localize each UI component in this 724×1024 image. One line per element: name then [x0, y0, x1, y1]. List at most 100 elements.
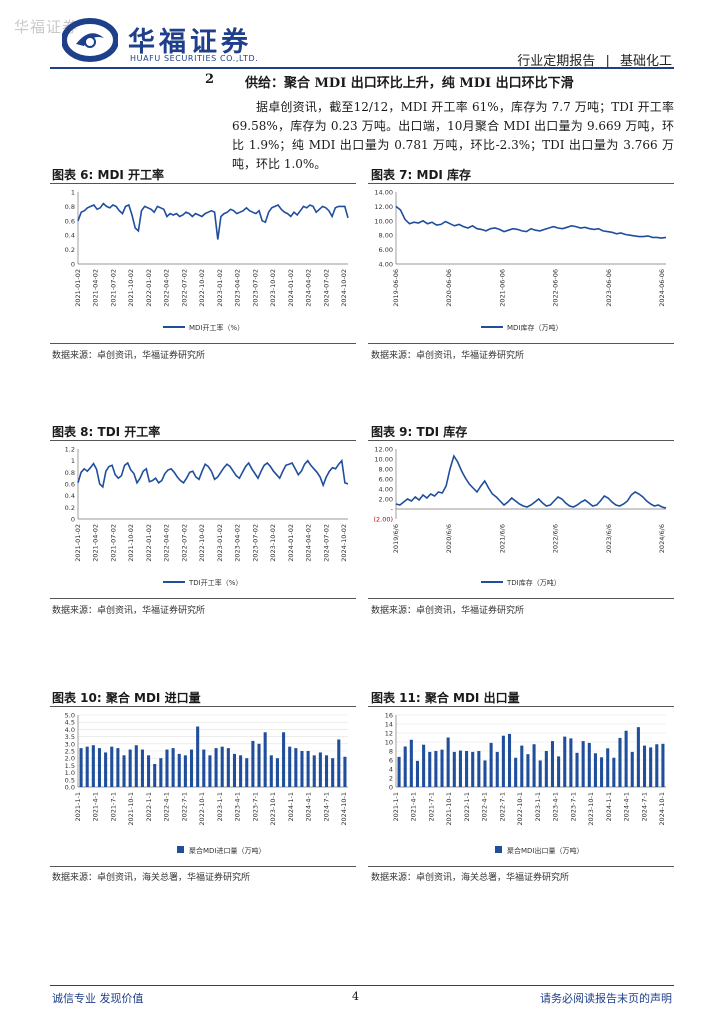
bar	[251, 740, 255, 787]
y-tick-label: 4.5	[65, 719, 75, 727]
bar	[581, 741, 585, 787]
fig11-source: 数据来源：卓创资讯，海关总署，华福证券研究所	[371, 873, 570, 883]
watermark: 华福证券	[14, 18, 79, 36]
x-tick-label: 2021-07-02	[109, 269, 117, 307]
fig6-top-rule	[50, 183, 356, 184]
legend-swatch	[177, 846, 184, 853]
bar	[147, 755, 151, 787]
fig7-title: 图表 7: MDI 库存	[371, 168, 472, 182]
bar	[294, 748, 298, 787]
bar	[563, 736, 567, 787]
y-tick-label: 1	[71, 457, 75, 465]
y-tick-label: 6.00	[379, 246, 393, 254]
fig11-title: 图表 11: 聚合 MDI 出口量	[371, 691, 520, 705]
x-tick-label: 2022-7-1	[180, 792, 188, 822]
bar	[196, 726, 200, 787]
x-tick-label: 2022-04-02	[163, 269, 171, 307]
legend-label: MDI库存（万吨）	[507, 323, 563, 332]
bar	[483, 760, 487, 787]
x-tick-label: 2021-01-02	[74, 269, 82, 307]
bar	[153, 763, 157, 787]
x-tick-label: 2024-04-02	[305, 269, 313, 307]
fig8-source: 数据来源：卓创资讯，华福证券研究所	[52, 606, 206, 616]
header-rule	[50, 67, 674, 69]
bar	[288, 746, 292, 787]
series-line	[395, 205, 667, 239]
x-tick-label: 2022/6/6	[552, 524, 560, 553]
bar	[226, 748, 230, 787]
bar	[458, 750, 462, 787]
x-tick-label: 2022-1-1	[145, 792, 153, 822]
bar	[600, 757, 604, 787]
x-tick-label: 2022-07-02	[180, 524, 188, 562]
y-tick-label: 5.0	[65, 712, 75, 720]
y-tick-label: 0.6	[65, 481, 75, 489]
bar	[649, 747, 653, 787]
x-tick-label: 2022-10-02	[198, 524, 206, 562]
y-tick-label: 0.4	[65, 492, 75, 500]
bar	[263, 732, 267, 787]
bar	[312, 755, 316, 787]
chart-mdi-operating-rate: 0 0.2 0.4 0.6 0.8 1 2021-01-02 2021-04-02 2021-0…	[65, 189, 349, 332]
huafu-logo-icon	[62, 18, 118, 62]
bar	[618, 737, 622, 787]
x-tick-label: 2024-10-1	[340, 792, 348, 826]
bar	[415, 760, 420, 787]
footer-disclaimer: 请务必阅读报告末页的声明	[540, 992, 672, 1005]
y-tick-label: 14.00	[374, 189, 393, 197]
chart-tdi-inventory: (2.00) - 2.00 4.00 6.00 8.00 10.00 12.00 2019/6/…	[373, 446, 667, 587]
bar	[550, 741, 555, 787]
x-tick-label: 2023-10-02	[269, 524, 277, 562]
x-tick-label: 2024-7-1	[640, 792, 648, 822]
x-tick-label: 2024-01-02	[287, 524, 295, 562]
x-tick-label: 2024-10-1	[658, 792, 666, 826]
fig10-source: 数据来源：卓创资讯，海关总署，华福证券研究所	[52, 873, 251, 883]
fig8-bottom-rule	[50, 598, 356, 599]
bar	[269, 755, 273, 787]
bar	[624, 730, 628, 787]
legend-label: 聚合MDI出口量（万吨）	[507, 846, 584, 855]
y-tick-label: 0.4	[65, 232, 75, 240]
y-tick-label: 10.00	[374, 456, 393, 464]
fig8-top-rule	[50, 440, 356, 441]
report-header: 行业定期报告 | 基础化工	[517, 50, 672, 69]
x-tick-label: 2019/6/6	[392, 524, 400, 553]
bar	[202, 749, 206, 787]
bar	[306, 751, 310, 787]
footer-slogan: 诚信专业 发现价值	[52, 992, 144, 1005]
x-tick-label: 2021-1-1	[74, 792, 82, 822]
x-tick-label: 2023-10-1	[587, 792, 595, 826]
bar	[501, 735, 505, 787]
x-tick-label: 2023-10-1	[269, 792, 277, 826]
x-tick-label: 2023-06-06	[605, 269, 613, 307]
section-body: 据卓创资讯，截至12/12，MDI 开工率 61%，库存为 7.7 万吨；TDI…	[232, 100, 674, 171]
x-tick-label: 2024-10-02	[340, 524, 348, 562]
x-tick-label: 2023-4-1	[234, 792, 242, 822]
bar	[110, 746, 114, 787]
legend-swatch	[495, 846, 502, 853]
y-tick-label: 4.0	[65, 726, 75, 734]
y-tick-label: 0.2	[65, 246, 75, 254]
y-tick-label: 2.5	[65, 748, 75, 756]
x-tick-label: 2019-06-06	[392, 269, 400, 307]
y-tick-label: 0	[71, 516, 75, 524]
bar	[208, 755, 212, 787]
x-tick-label: 2022-1-1	[463, 792, 471, 822]
x-tick-label: 2022-7-1	[498, 792, 506, 822]
x-tick-label: 2023-4-1	[552, 792, 560, 822]
fig7-top-rule	[368, 183, 674, 184]
x-tick-label: 2024-07-02	[322, 524, 330, 562]
x-tick-label: 2023-1-1	[216, 792, 224, 822]
fig9-title: 图表 9: TDI 库存	[371, 425, 468, 439]
x-tick-label: 2022-4-1	[481, 792, 489, 822]
x-tick-label: 2022-06-06	[552, 269, 560, 307]
series-line	[77, 458, 349, 489]
bar	[232, 753, 237, 787]
bar	[220, 746, 224, 787]
bar	[538, 760, 542, 787]
x-tick-label: 2022-10-02	[198, 269, 206, 307]
y-tick-label: 14	[385, 721, 393, 729]
bar	[79, 748, 83, 787]
bar	[85, 746, 89, 787]
